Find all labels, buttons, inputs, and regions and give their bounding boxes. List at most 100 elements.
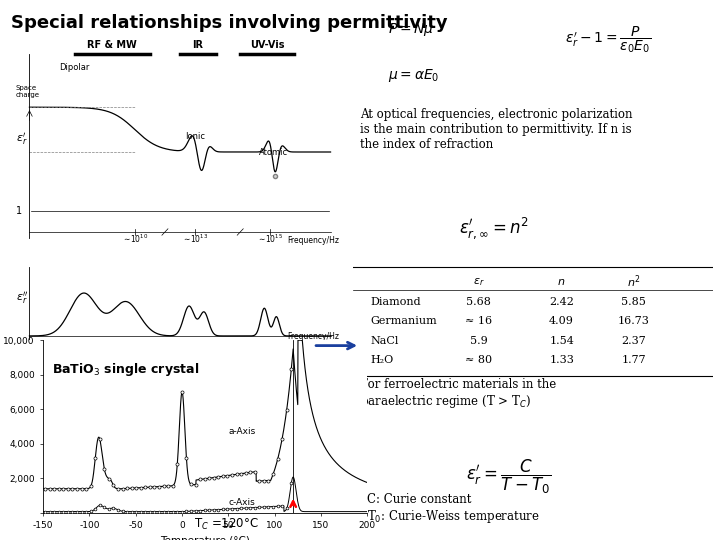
- Text: 5.85: 5.85: [621, 297, 646, 307]
- Point: [44, 507, 55, 516]
- Point: [40, 484, 51, 493]
- Point: [153, 507, 165, 516]
- Point: [199, 475, 210, 483]
- Point: [185, 507, 197, 516]
- Text: Special relationships involving permittivity: Special relationships involving permitti…: [11, 14, 447, 31]
- Point: [226, 504, 238, 513]
- Point: [190, 507, 202, 515]
- Point: [171, 507, 183, 516]
- Point: [149, 507, 161, 516]
- Text: Germanium: Germanium: [371, 316, 438, 326]
- Text: 4.09: 4.09: [549, 316, 574, 326]
- Point: [85, 507, 96, 516]
- Text: $\varepsilon_r^{\prime}-1 = \dfrac{P}{\varepsilon_0 E_0}$: $\varepsilon_r^{\prime}-1 = \dfrac{P}{\v…: [564, 24, 651, 55]
- Point: [286, 479, 297, 488]
- Text: a-Axis: a-Axis: [228, 427, 256, 436]
- Text: At optical frequencies, electronic polarization
is the main contribution to perm: At optical frequencies, electronic polar…: [360, 108, 632, 151]
- Point: [130, 484, 142, 492]
- Point: [71, 484, 83, 493]
- Point: [208, 473, 220, 482]
- Point: [276, 434, 288, 443]
- Point: [81, 507, 92, 516]
- Point: [117, 507, 128, 516]
- Text: $\varepsilon_r^{\prime}$: $\varepsilon_r^{\prime}$: [16, 131, 27, 147]
- Text: $n$: $n$: [557, 276, 566, 287]
- Point: [135, 483, 147, 492]
- Point: [48, 507, 60, 516]
- Point: [71, 507, 83, 516]
- Point: [272, 455, 284, 464]
- Point: [62, 507, 73, 516]
- Point: [144, 507, 156, 516]
- Text: $P = N\mu$: $P = N\mu$: [388, 21, 434, 38]
- Point: [167, 481, 179, 490]
- Point: [185, 480, 197, 489]
- Text: H₂O: H₂O: [371, 355, 394, 365]
- Point: [149, 483, 161, 491]
- Text: 2.37: 2.37: [621, 335, 646, 346]
- Point: [231, 470, 243, 478]
- Text: 1: 1: [16, 206, 22, 216]
- Point: [171, 460, 183, 469]
- Point: [40, 507, 51, 516]
- Point: [103, 504, 114, 513]
- Text: $\varepsilon_r$: $\varepsilon_r$: [473, 276, 485, 287]
- Point: [163, 507, 174, 516]
- Text: 16.73: 16.73: [618, 316, 649, 326]
- Point: [94, 435, 106, 443]
- Point: [281, 405, 292, 414]
- Point: [194, 507, 206, 515]
- Point: [122, 507, 133, 516]
- Point: [112, 505, 124, 514]
- Text: 1.77: 1.77: [621, 355, 646, 365]
- Point: [272, 502, 284, 511]
- Text: BaTiO$_3$ single crystal: BaTiO$_3$ single crystal: [53, 361, 199, 378]
- Point: [76, 484, 87, 493]
- Text: Frequency/Hz: Frequency/Hz: [287, 236, 340, 245]
- Point: [176, 507, 188, 516]
- Point: [263, 476, 274, 485]
- Point: [108, 481, 120, 490]
- Point: [126, 484, 138, 492]
- Text: For ferroelectric materials in the
paraelectric regime (T > T$_C$): For ferroelectric materials in the parae…: [360, 378, 557, 410]
- Point: [144, 483, 156, 491]
- Point: [103, 474, 114, 483]
- Point: [108, 504, 120, 512]
- Point: [158, 507, 169, 516]
- Point: [204, 506, 215, 515]
- Text: ≈ 80: ≈ 80: [465, 355, 492, 365]
- Text: NaCl: NaCl: [371, 335, 399, 346]
- Text: IR: IR: [192, 39, 204, 50]
- Point: [258, 503, 270, 511]
- Point: [140, 507, 151, 516]
- Point: [135, 507, 147, 516]
- Point: [217, 505, 229, 514]
- Point: [240, 469, 251, 477]
- Text: C: Curie constant
T$_0$: Curie-Weiss temperature: C: Curie constant T$_0$: Curie-Weiss tem…: [367, 492, 540, 525]
- Point: [99, 465, 110, 474]
- Point: [67, 507, 78, 516]
- Point: [208, 505, 220, 514]
- Point: [222, 471, 233, 480]
- Text: $\varepsilon_{r,\infty}^{\prime} = n^2$: $\varepsilon_{r,\infty}^{\prime} = n^2$: [459, 215, 529, 241]
- Point: [276, 502, 288, 510]
- Point: [245, 503, 256, 512]
- Point: [281, 504, 292, 513]
- Point: [62, 484, 73, 493]
- Text: $\mu = \alpha E_0$: $\mu = \alpha E_0$: [388, 66, 440, 84]
- Point: [53, 507, 65, 516]
- Point: [89, 454, 101, 463]
- Point: [235, 469, 247, 478]
- Text: Atomic: Atomic: [258, 148, 288, 157]
- Point: [199, 506, 210, 515]
- Text: RF & MW: RF & MW: [87, 39, 137, 50]
- Point: [245, 468, 256, 477]
- Point: [167, 507, 179, 516]
- Point: [58, 507, 69, 516]
- Point: [117, 484, 128, 493]
- Point: [212, 472, 224, 481]
- Point: [89, 504, 101, 513]
- Point: [258, 476, 270, 485]
- Point: [204, 474, 215, 483]
- Point: [240, 504, 251, 512]
